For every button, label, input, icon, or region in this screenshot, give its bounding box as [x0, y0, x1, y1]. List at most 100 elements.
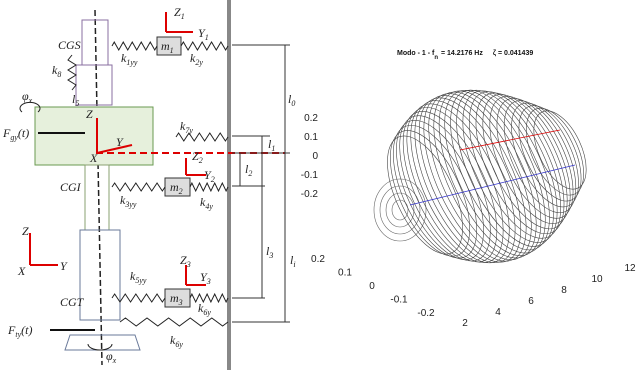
z-tick-label: -0.1 [301, 170, 319, 181]
label-subscript: 3 [268, 251, 273, 260]
mode-line [460, 130, 560, 150]
x-tick-label: 10 [591, 274, 603, 285]
spring [190, 183, 228, 191]
label: k3yy [120, 193, 137, 209]
label: k6y [170, 333, 183, 349]
z-tick-label: 0 [312, 151, 318, 162]
label-subscript: 7y [185, 126, 193, 135]
label: l2 [245, 162, 252, 178]
wire [390, 90, 529, 277]
label-subscript: 1 [170, 46, 174, 55]
label: k4y [200, 195, 213, 211]
label-subscript: 1 [271, 144, 275, 153]
turbine [65, 335, 140, 350]
label-subscript: 8 [57, 70, 61, 79]
label-text: Y [60, 259, 68, 273]
label: k5yy [130, 269, 147, 285]
label: Y2 [204, 168, 215, 184]
label: l0 [288, 92, 295, 108]
label-text: CGI [60, 180, 82, 194]
label-text: CGT [60, 295, 85, 309]
mode-plot: Modo - 1 - fn= 14.2176 Hz ζ = 0.041439 0.2… [301, 50, 636, 329]
spring [120, 318, 228, 326]
label-subscript: x [28, 96, 33, 105]
spring [181, 42, 228, 50]
label-subscript: 2 [179, 187, 183, 196]
label: Z3 [180, 253, 191, 269]
label-subscript: 1 [181, 12, 185, 21]
wire [506, 96, 594, 210]
shaft-mid [85, 165, 109, 230]
spring [112, 183, 165, 191]
label: l1 [268, 137, 275, 153]
title-rest: = 14.2176 Hz [441, 50, 483, 57]
label: Fgy(t) [2, 126, 29, 142]
shaft-axis [95, 10, 102, 365]
label-text: Z [86, 107, 93, 121]
plot-title: Modo - 1 - fn= 14.2176 Hz ζ = 0.041439 [397, 50, 533, 61]
label: k1yy [121, 51, 138, 67]
x-tick-label: 6 [528, 296, 534, 307]
spring [112, 42, 157, 50]
figure: CGSm1Z1Y1k1yyk2yk8l5Fgy(t)ZYXk7yZ2Y2CGIm… [0, 0, 643, 370]
z-tick-label: 0.2 [304, 113, 318, 124]
label-subscript: 5 [75, 99, 79, 108]
label: X [89, 151, 98, 165]
label: Z2 [192, 149, 203, 165]
wire [403, 81, 548, 276]
label-subscript: 3 [206, 277, 211, 286]
label-text: m [170, 291, 179, 305]
title-subscript: n [434, 55, 438, 61]
x-tick-label: 8 [561, 285, 567, 296]
title-text: Modo - 1 - f [397, 50, 435, 57]
label: CGI [60, 180, 82, 194]
label-text: X [17, 264, 26, 278]
label: k7y [180, 119, 193, 135]
label-text: Z [22, 224, 29, 238]
label: Fty(t) [7, 323, 32, 339]
label: CGS [58, 38, 81, 52]
label-subscript: 6y [175, 340, 183, 349]
label: CGT [60, 295, 85, 309]
label-subscript: 2y [195, 58, 203, 67]
label: li [290, 253, 296, 269]
label: k2y [190, 51, 203, 67]
y-tick-label: -0.1 [390, 295, 408, 306]
label-text: m [170, 180, 179, 194]
label-subscript: 3 [186, 260, 191, 269]
label-subscript: 4y [205, 202, 213, 211]
label-subscript: 1yy [126, 58, 138, 67]
label: X [17, 264, 26, 278]
label-subscript: 2 [248, 169, 252, 178]
z-tick-label: 0.1 [304, 132, 318, 143]
x-tick-label: 12 [624, 263, 636, 274]
label-subscript: 3yy [124, 200, 137, 209]
label-subscript: 0 [291, 99, 295, 108]
label: Y3 [200, 270, 211, 286]
label-subscript: 2 [211, 175, 215, 184]
label: Z [86, 107, 93, 121]
label: φx [22, 89, 33, 105]
label: k8 [52, 63, 61, 79]
label-text: CGS [58, 38, 81, 52]
y-tick-label: 0.2 [311, 254, 325, 265]
label: Y1 [198, 26, 209, 42]
label: Z1 [174, 5, 185, 21]
label-text: m [161, 39, 170, 53]
label-text: X [89, 151, 98, 165]
label: Z [22, 224, 29, 238]
label: l3 [266, 244, 273, 260]
label-subscript: 2 [199, 156, 203, 165]
y-tick-label: 0 [369, 281, 375, 292]
label-suffix: (t) [18, 126, 29, 140]
label: φx [106, 349, 117, 365]
x-tick-label: 2 [462, 318, 468, 329]
spring [176, 133, 228, 141]
spring [190, 294, 228, 302]
x-tick-label: 4 [495, 307, 501, 318]
wire [430, 76, 570, 264]
label: k6y [198, 301, 211, 317]
title-zeta: ζ = 0.041439 [493, 50, 534, 57]
label-suffix: (t) [21, 323, 32, 337]
